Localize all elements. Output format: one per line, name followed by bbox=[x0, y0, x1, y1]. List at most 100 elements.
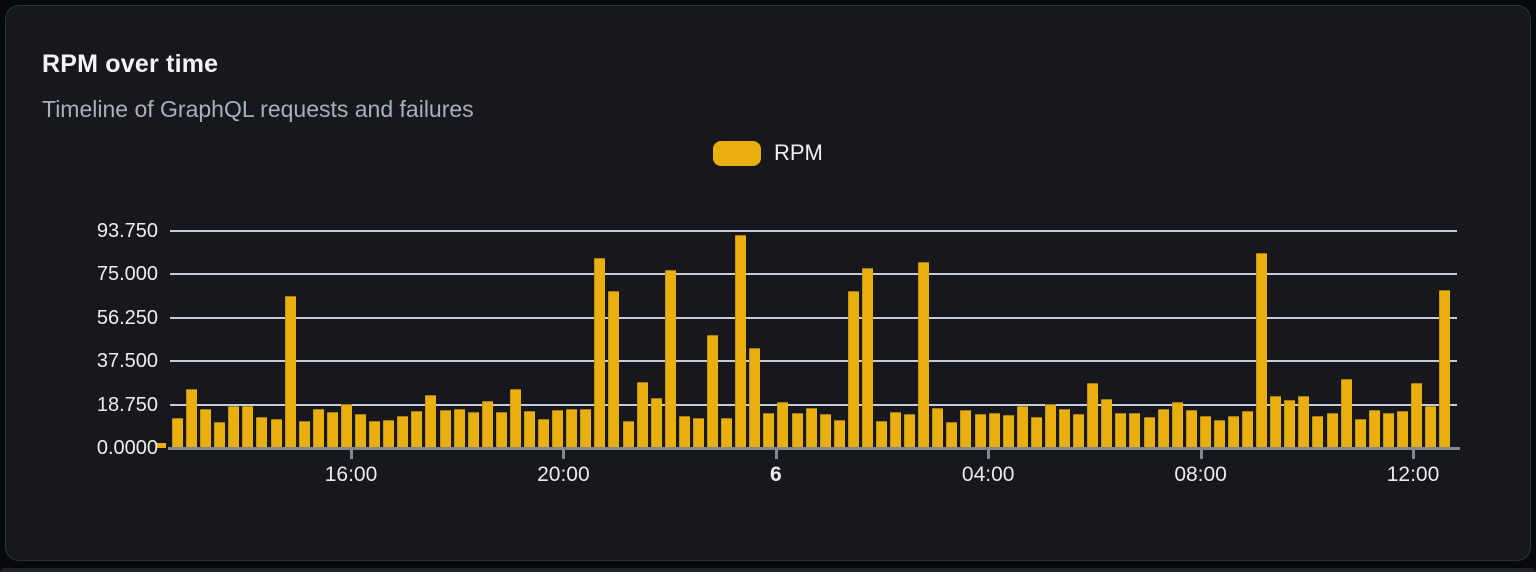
bar[interactable] bbox=[509, 389, 521, 448]
bar[interactable] bbox=[1129, 413, 1141, 448]
bar[interactable] bbox=[805, 408, 817, 448]
bar[interactable] bbox=[833, 419, 845, 448]
x-tick bbox=[350, 450, 353, 459]
gridline bbox=[170, 230, 1457, 232]
bar[interactable] bbox=[1030, 416, 1042, 448]
bar[interactable] bbox=[312, 408, 324, 448]
bar[interactable] bbox=[1284, 399, 1296, 448]
bar[interactable] bbox=[1382, 412, 1394, 448]
bar[interactable] bbox=[876, 421, 887, 448]
bar[interactable] bbox=[721, 417, 733, 448]
legend-item-rpm[interactable]: RPM bbox=[713, 140, 823, 166]
bar[interactable] bbox=[1101, 399, 1113, 448]
bar[interactable] bbox=[552, 409, 564, 448]
bar[interactable] bbox=[566, 409, 578, 448]
bar[interactable] bbox=[1298, 395, 1310, 448]
bar[interactable] bbox=[1425, 406, 1437, 448]
bar[interactable] bbox=[1242, 410, 1254, 448]
bar[interactable] bbox=[340, 404, 352, 448]
bar[interactable] bbox=[791, 413, 803, 448]
bar[interactable] bbox=[735, 235, 747, 448]
x-axis-line bbox=[168, 447, 1460, 450]
bar[interactable] bbox=[1312, 416, 1324, 448]
bar[interactable] bbox=[467, 411, 479, 448]
bar[interactable] bbox=[383, 419, 395, 448]
bar[interactable] bbox=[960, 410, 972, 448]
bar[interactable] bbox=[1073, 414, 1085, 448]
bar[interactable] bbox=[495, 411, 507, 448]
bar[interactable] bbox=[256, 417, 268, 448]
bar[interactable] bbox=[1396, 410, 1408, 448]
bar[interactable] bbox=[200, 408, 212, 448]
bar[interactable] bbox=[932, 407, 944, 448]
bar[interactable] bbox=[411, 410, 423, 448]
bar[interactable] bbox=[1270, 395, 1282, 448]
chart-title: RPM over time bbox=[42, 50, 219, 78]
bar[interactable] bbox=[298, 420, 310, 448]
bar[interactable] bbox=[1326, 412, 1338, 448]
bar[interactable] bbox=[1059, 408, 1071, 448]
bar[interactable] bbox=[284, 295, 296, 448]
bar[interactable] bbox=[369, 421, 381, 448]
bar[interactable] bbox=[1157, 408, 1169, 448]
bar[interactable] bbox=[326, 411, 338, 448]
bar[interactable] bbox=[228, 406, 240, 448]
bar[interactable] bbox=[622, 420, 634, 448]
bar[interactable] bbox=[890, 412, 902, 448]
bar[interactable] bbox=[777, 401, 789, 448]
bar[interactable] bbox=[1171, 401, 1183, 448]
bar[interactable] bbox=[918, 261, 930, 448]
bar[interactable] bbox=[172, 418, 183, 448]
bar[interactable] bbox=[1044, 404, 1056, 448]
bar[interactable] bbox=[1185, 409, 1197, 448]
bar[interactable] bbox=[1354, 419, 1366, 448]
bar[interactable] bbox=[1368, 410, 1380, 448]
bar[interactable] bbox=[524, 411, 535, 448]
bar[interactable] bbox=[1439, 290, 1451, 448]
bar[interactable] bbox=[1340, 378, 1352, 448]
bar[interactable] bbox=[904, 414, 916, 448]
bar[interactable] bbox=[707, 335, 719, 448]
bar[interactable] bbox=[678, 416, 690, 448]
bar[interactable] bbox=[425, 394, 437, 448]
bar[interactable] bbox=[242, 406, 254, 448]
bar[interactable] bbox=[608, 291, 620, 448]
bar[interactable] bbox=[1256, 253, 1268, 448]
bar[interactable] bbox=[1143, 417, 1155, 448]
bar[interactable] bbox=[650, 398, 662, 448]
bar[interactable] bbox=[594, 257, 606, 448]
bar[interactable] bbox=[1213, 420, 1225, 448]
bar[interactable] bbox=[1002, 414, 1014, 448]
bar[interactable] bbox=[988, 412, 1000, 448]
bar[interactable] bbox=[1016, 406, 1028, 448]
bar[interactable] bbox=[214, 422, 226, 448]
bar[interactable] bbox=[1087, 382, 1099, 448]
bar[interactable] bbox=[186, 388, 198, 448]
bar[interactable] bbox=[664, 270, 676, 448]
bar[interactable] bbox=[1411, 383, 1423, 448]
legend-swatch-icon[interactable] bbox=[713, 140, 761, 166]
clipped-first-bar[interactable] bbox=[156, 443, 166, 448]
bar[interactable] bbox=[692, 418, 704, 448]
bar[interactable] bbox=[270, 418, 282, 448]
bar[interactable] bbox=[439, 409, 451, 448]
bar[interactable] bbox=[481, 401, 493, 448]
bar[interactable] bbox=[749, 348, 761, 448]
bar[interactable] bbox=[538, 419, 550, 448]
bar[interactable] bbox=[1199, 416, 1211, 448]
bar[interactable] bbox=[819, 414, 831, 448]
bar[interactable] bbox=[580, 408, 592, 448]
bar[interactable] bbox=[636, 382, 648, 448]
bar[interactable] bbox=[974, 413, 986, 448]
bar[interactable] bbox=[355, 413, 367, 448]
bar[interactable] bbox=[847, 291, 859, 448]
bar[interactable] bbox=[397, 415, 409, 448]
bar[interactable] bbox=[946, 422, 958, 448]
y-axis-label: 0.0000 bbox=[96, 437, 158, 459]
bar[interactable] bbox=[1228, 415, 1239, 448]
bar[interactable] bbox=[861, 267, 873, 448]
bar[interactable] bbox=[1115, 412, 1127, 448]
bar[interactable] bbox=[453, 409, 465, 448]
bar[interactable] bbox=[763, 413, 775, 448]
